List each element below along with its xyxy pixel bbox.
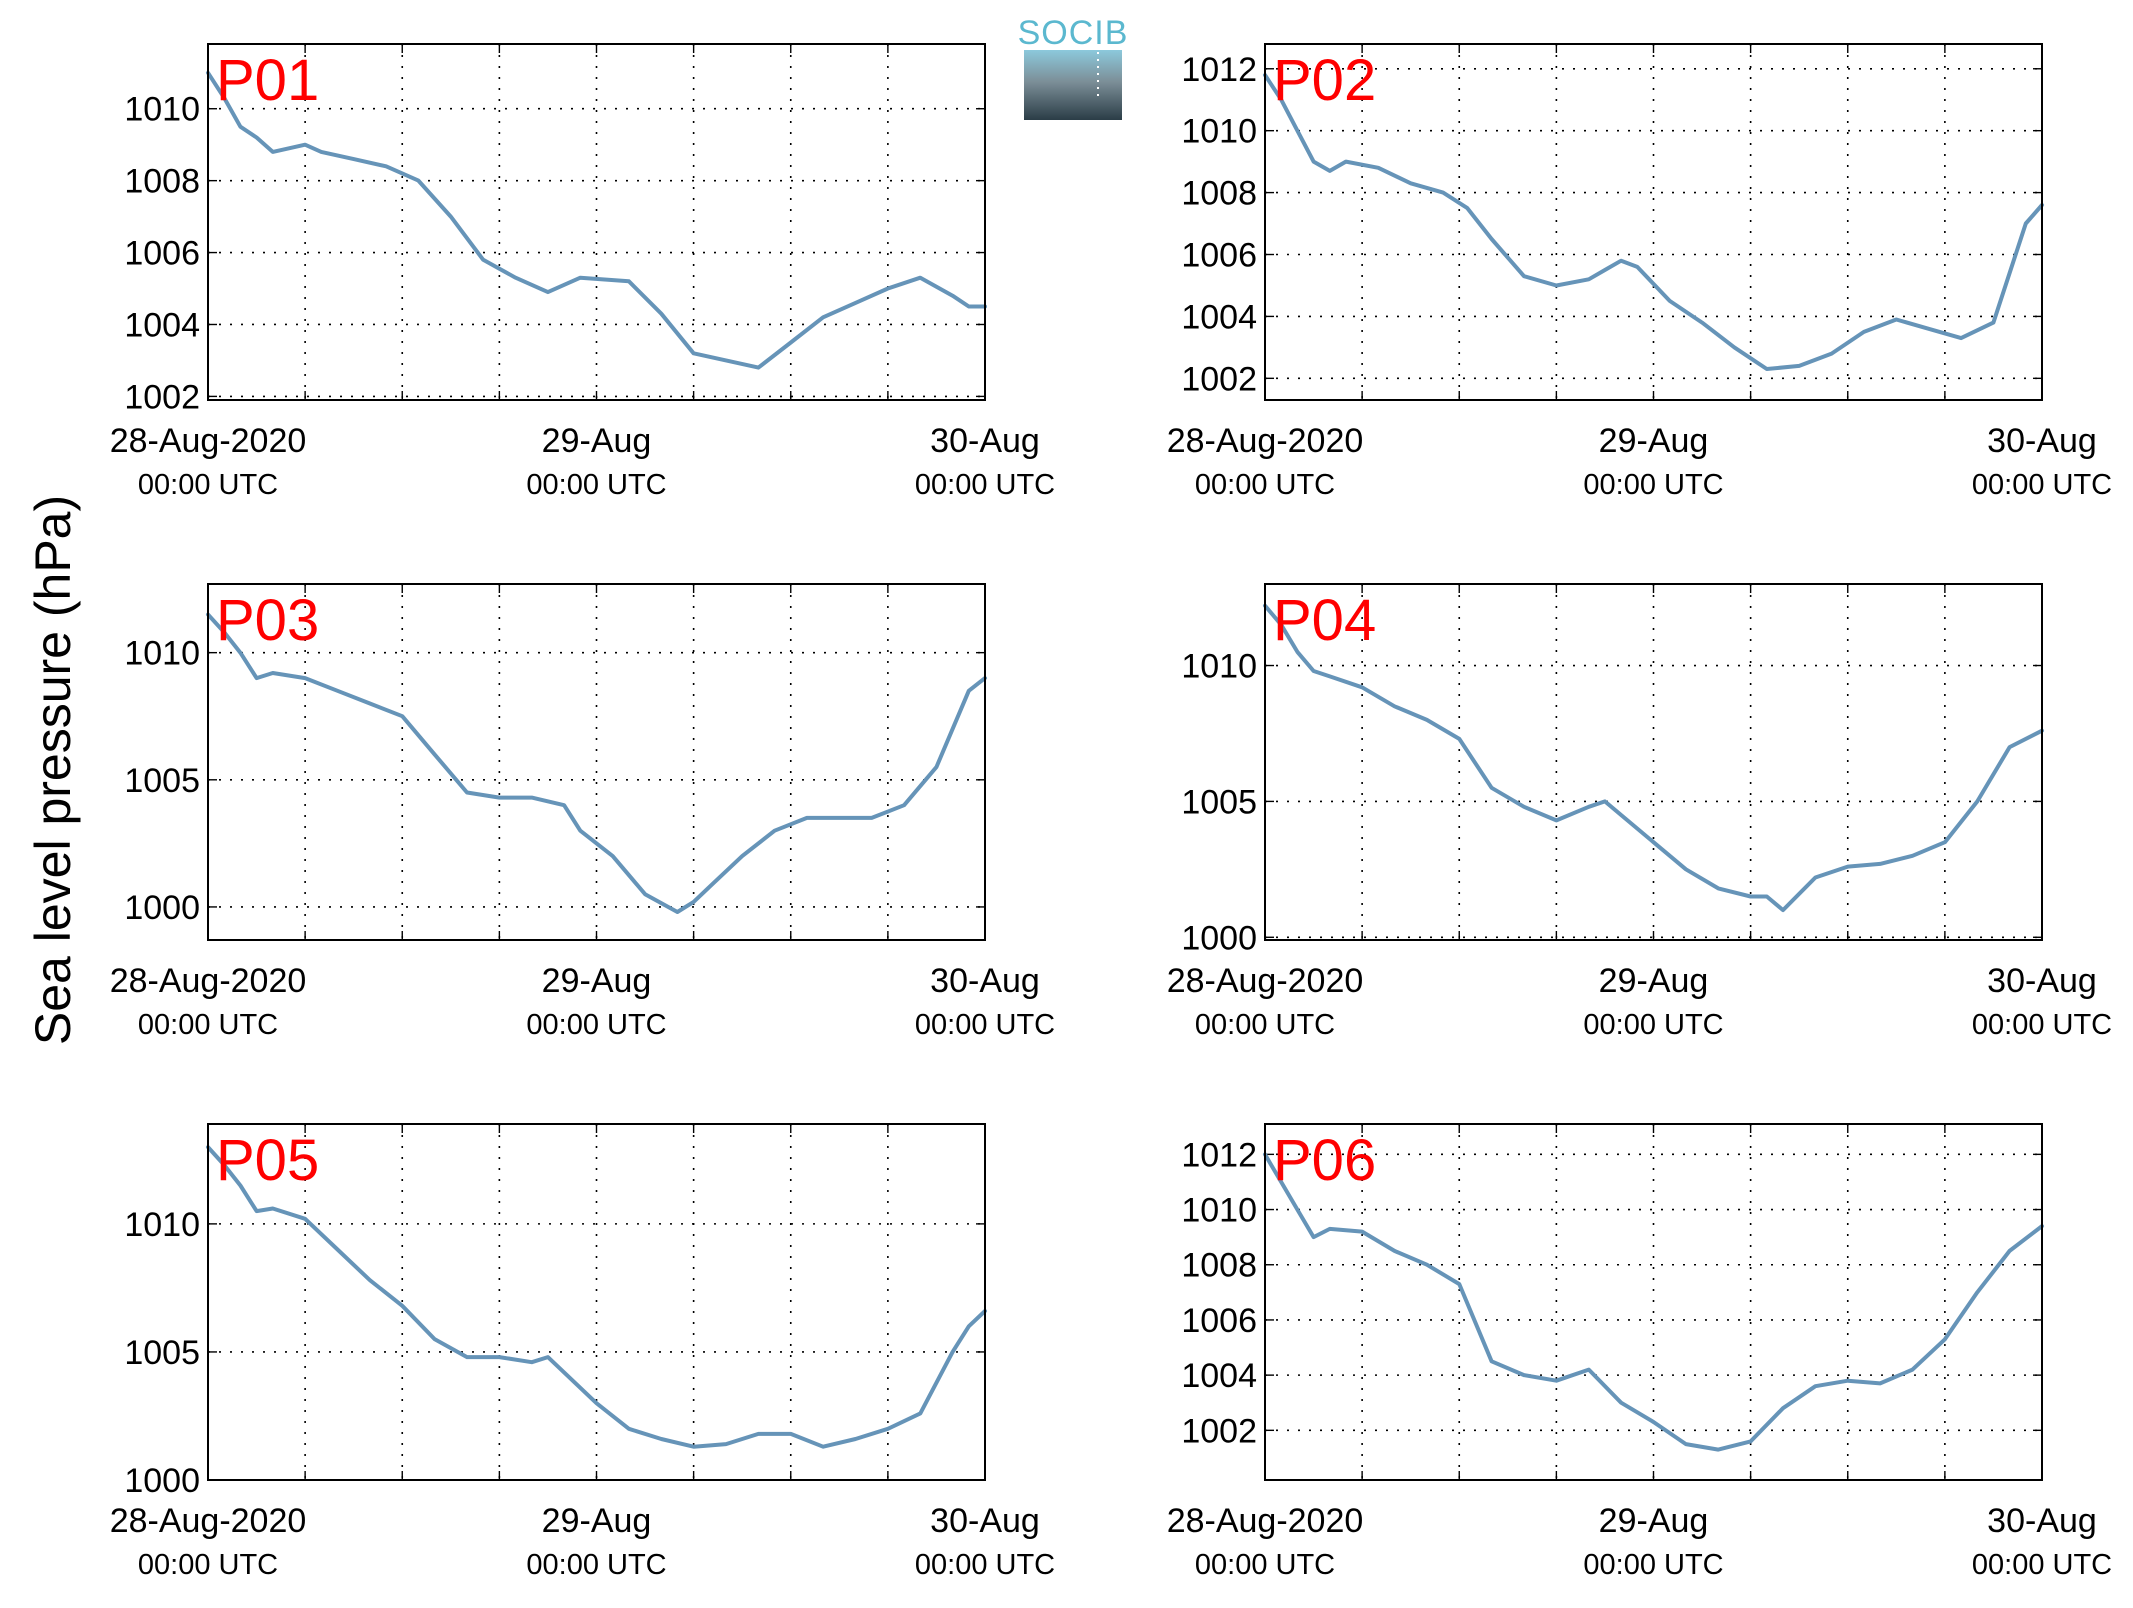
x-tick-time-label: 00:00 UTC bbox=[1972, 469, 2112, 501]
panel-label: P05 bbox=[216, 1128, 319, 1193]
x-tick-time-label: 00:00 UTC bbox=[1195, 1009, 1335, 1041]
y-tick-label: 1006 bbox=[1181, 237, 1257, 275]
y-tick-label: 1000 bbox=[124, 1462, 200, 1500]
series-line-p03 bbox=[206, 612, 987, 914]
y-tick-label: 1002 bbox=[1181, 1412, 1257, 1450]
x-tick-time-label: 00:00 UTC bbox=[1972, 1549, 2112, 1581]
x-tick-date-label: 29-Aug bbox=[542, 1502, 652, 1540]
y-tick-label: 1010 bbox=[1181, 1192, 1257, 1230]
y-tick-label: 1005 bbox=[124, 762, 200, 800]
x-tick-time-label: 00:00 UTC bbox=[526, 469, 666, 501]
x-tick-time-label: 00:00 UTC bbox=[1972, 1009, 2112, 1041]
y-tick-label: 1008 bbox=[1181, 175, 1257, 213]
panel-label: P02 bbox=[1273, 48, 1376, 113]
y-tick-label: 1006 bbox=[124, 235, 200, 273]
panel-p05: 1000 1005 1010 28-Aug-2020 00:00 UTC 29-Aug 00… bbox=[110, 1123, 1055, 1581]
x-tick-date-label: 28-Aug-2020 bbox=[1167, 1502, 1364, 1540]
x-tick-date-label: 30-Aug bbox=[930, 1502, 1040, 1540]
y-tick-label: 1008 bbox=[1181, 1247, 1257, 1285]
y-tick-label: 1010 bbox=[1181, 113, 1257, 151]
y-tick-label: 1004 bbox=[124, 306, 200, 344]
axes-frame bbox=[207, 43, 986, 401]
x-tick-date-label: 30-Aug bbox=[1987, 1502, 2097, 1540]
y-tick-label: 1010 bbox=[1181, 648, 1257, 686]
y-tick-label: 1010 bbox=[124, 1206, 200, 1244]
y-tick-label: 1000 bbox=[124, 889, 200, 927]
x-tick-date-label: 30-Aug bbox=[1987, 422, 2097, 460]
axes-frame bbox=[1264, 43, 2043, 401]
x-tick-time-label: 00:00 UTC bbox=[1583, 469, 1723, 501]
series-line-p04 bbox=[1263, 603, 2044, 913]
y-tick-label: 1005 bbox=[1181, 783, 1257, 821]
y-tick-label: 1002 bbox=[124, 378, 200, 416]
x-tick-time-label: 00:00 UTC bbox=[138, 469, 278, 501]
panel-p04: 1000 1005 1010 28-Aug-2020 00:00 UTC 29-Aug 00… bbox=[1167, 583, 2112, 1041]
x-tick-date-label: 28-Aug-2020 bbox=[1167, 422, 1364, 460]
x-tick-date-label: 28-Aug-2020 bbox=[110, 962, 307, 1000]
y-tick-label: 1000 bbox=[1181, 919, 1257, 957]
panel-p02: 1002 1004 1006 1008 1010 1012 28-Aug-2020 00:00… bbox=[1167, 43, 2112, 501]
y-tick-label: 1004 bbox=[1181, 1357, 1257, 1395]
panel-label: P06 bbox=[1273, 1128, 1376, 1193]
series-line-p06 bbox=[1263, 1152, 2044, 1452]
panel-p06: 1002 1004 1006 1008 1010 1012 28-Aug-2020 00:00… bbox=[1167, 1123, 2112, 1581]
x-tick-time-label: 00:00 UTC bbox=[526, 1549, 666, 1581]
panel-label: P04 bbox=[1273, 588, 1376, 653]
panel-p01: 1002 1004 1006 1008 1010 28-Aug-2020 00:00 UTC… bbox=[110, 43, 1055, 501]
x-tick-date-label: 29-Aug bbox=[1599, 962, 1709, 1000]
x-tick-time-label: 00:00 UTC bbox=[1583, 1009, 1723, 1041]
y-tick-label: 1002 bbox=[1181, 360, 1257, 398]
panel-p03: 1000 1005 1010 28-Aug-2020 00:00 UTC 29-Aug 00… bbox=[110, 583, 1055, 1041]
y-tick-label: 1005 bbox=[124, 1334, 200, 1372]
socib-logo-text: SOCIB bbox=[1018, 14, 1129, 52]
axes-frame bbox=[1264, 583, 2043, 941]
x-tick-time-label: 00:00 UTC bbox=[1583, 1549, 1723, 1581]
x-tick-time-label: 00:00 UTC bbox=[138, 1009, 278, 1041]
axes-frame bbox=[207, 1123, 986, 1481]
y-tick-label: 1012 bbox=[1181, 1136, 1257, 1174]
series-line-p05 bbox=[206, 1145, 987, 1449]
axes-frame bbox=[1264, 1123, 2043, 1481]
socib-logo-mark bbox=[1024, 50, 1122, 120]
x-tick-time-label: 00:00 UTC bbox=[915, 1009, 1055, 1041]
series-line-p01 bbox=[206, 70, 987, 370]
panel-label: P03 bbox=[216, 588, 319, 653]
x-tick-date-label: 30-Aug bbox=[1987, 962, 2097, 1000]
x-tick-date-label: 29-Aug bbox=[542, 422, 652, 460]
x-tick-time-label: 00:00 UTC bbox=[1195, 469, 1335, 501]
x-tick-time-label: 00:00 UTC bbox=[138, 1549, 278, 1581]
y-tick-label: 1012 bbox=[1181, 51, 1257, 89]
axes-frame bbox=[207, 583, 986, 941]
panels: 1002 1004 1006 1008 1010 28-Aug-2020 00:00 UTC… bbox=[110, 43, 2112, 1581]
panel-label: P01 bbox=[216, 48, 319, 113]
y-tick-label: 1004 bbox=[1181, 298, 1257, 336]
x-tick-date-label: 29-Aug bbox=[1599, 1502, 1709, 1540]
x-tick-date-label: 30-Aug bbox=[930, 422, 1040, 460]
y-axis-label: Sea level pressure (hPa) bbox=[25, 495, 81, 1045]
y-tick-label: 1008 bbox=[124, 163, 200, 201]
y-tick-label: 1010 bbox=[124, 635, 200, 673]
x-tick-date-label: 28-Aug-2020 bbox=[1167, 962, 1364, 1000]
x-tick-time-label: 00:00 UTC bbox=[526, 1009, 666, 1041]
socib-logo: SOCIB bbox=[1018, 14, 1129, 120]
y-tick-label: 1006 bbox=[1181, 1302, 1257, 1340]
x-tick-time-label: 00:00 UTC bbox=[915, 469, 1055, 501]
y-tick-label: 1010 bbox=[124, 91, 200, 129]
x-tick-date-label: 29-Aug bbox=[542, 962, 652, 1000]
x-tick-time-label: 00:00 UTC bbox=[915, 1549, 1055, 1581]
series-line-p02 bbox=[1263, 73, 2044, 371]
x-tick-date-label: 30-Aug bbox=[930, 962, 1040, 1000]
x-tick-date-label: 28-Aug-2020 bbox=[110, 422, 307, 460]
x-tick-date-label: 29-Aug bbox=[1599, 422, 1709, 460]
x-tick-date-label: 28-Aug-2020 bbox=[110, 1502, 307, 1540]
x-tick-time-label: 00:00 UTC bbox=[1195, 1549, 1335, 1581]
